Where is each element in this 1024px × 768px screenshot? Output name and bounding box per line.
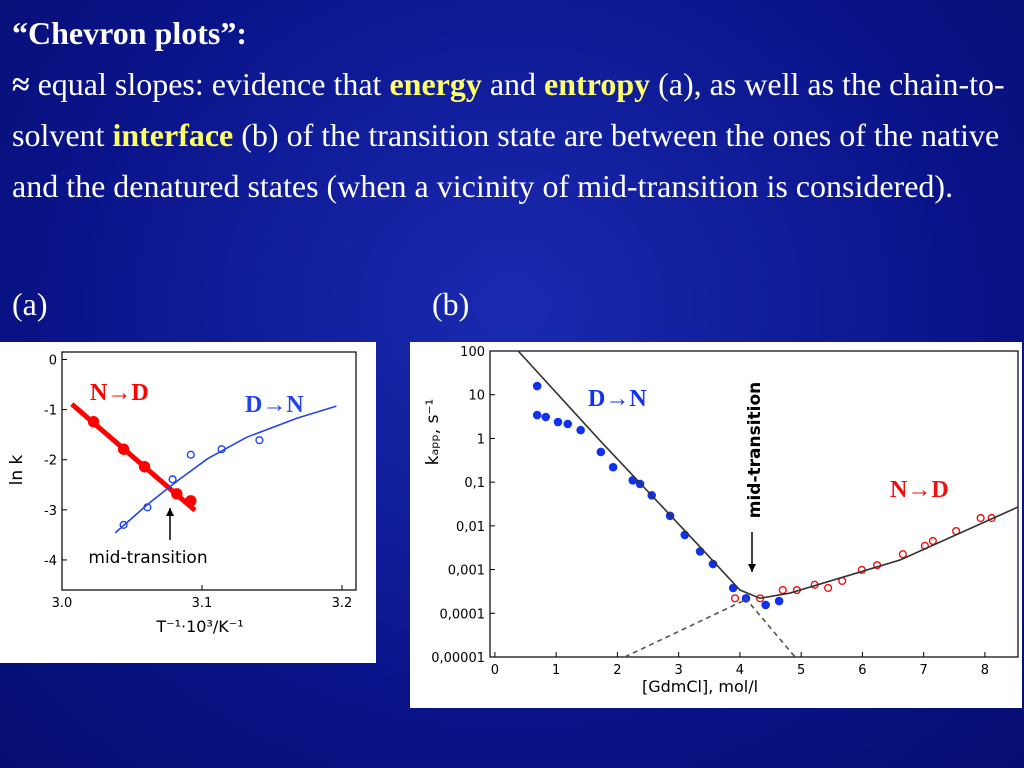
chart-b: 0 1 2 3 4 5 6 7 8 100 10 1 0,1 0,01 0,001 0,0001 0,00001… [410,342,1022,708]
fit-line [744,596,796,658]
fit-line [114,405,337,534]
text-run: interface [112,117,234,153]
chart-background [410,342,1022,708]
title: “Chevron plots”: [12,15,247,51]
fit-line [624,599,746,658]
y-tick-label: -4 [44,554,57,569]
chart-a: 3.0 3.1 3.2 0 -1 -2 -3 -4 T⁻¹·10³/K⁻¹ ln k N→D D→N m… [0,342,376,663]
data-point [778,585,787,595]
x-axis-label: [GdmCl], mol/l [642,677,758,696]
series-label: N→D [890,477,949,503]
data-point [532,410,542,420]
text-run: and [481,66,545,102]
y-tick-label: 0 [49,354,57,369]
text-run: energy [389,66,482,102]
x-tick-label: 3.0 [52,596,73,611]
series-label: D→N [588,386,647,412]
fit-line [70,402,197,513]
data-point [255,436,264,445]
data-point [553,417,563,427]
data-point [824,583,833,593]
y-axis-label: kₐₚₚ, s⁻¹ [423,399,443,466]
text-run: entropy [544,66,651,102]
y-tick-label: 0,001 [448,564,485,579]
data-point [541,412,551,422]
y-tick-label: -3 [44,504,57,519]
x-tick-label: 4 [736,663,744,678]
text-run: (a), as well as the chain-to-solvent [12,66,1005,153]
y-tick-label: 0,1 [464,476,485,491]
plot-frame [489,350,1019,658]
slide-text: “Chevron plots”: ≈ equal slopes: evidenc… [12,8,1017,212]
plot-frame [61,351,357,591]
x-tick-label: 1 [552,663,560,678]
y-tick-label: 10 [468,389,485,404]
data-point [976,513,985,523]
x-tick-label: 2 [613,663,621,678]
x-tick-label: 5 [797,663,805,678]
x-tick-label: 6 [858,663,866,678]
data-point [186,450,195,459]
y-tick-label: 0,01 [456,520,485,535]
y-tick-label: -1 [44,404,57,419]
annotation: mid-transition [745,382,765,519]
data-point [576,425,585,435]
panel-label: (b) [432,286,470,322]
data-point [730,594,740,603]
body-text: ≈ equal slopes: evidence that energy and… [12,59,1017,212]
data-point [608,462,618,472]
y-tick-label: 0,0001 [440,607,486,622]
x-tick-label: 8 [981,663,989,678]
x-tick-label: 0 [491,663,499,678]
x-tick-label: 3.1 [192,596,213,611]
y-tick-label: 100 [460,345,485,360]
text-run: equal slopes: evidence that [29,66,390,102]
series-label: N→D [90,380,149,406]
arrow-head [748,564,756,572]
y-axis-label: ln k [7,454,27,485]
arrow-head [166,508,174,516]
data-point [119,520,128,529]
y-tick-label: 0,00001 [431,651,485,666]
data-point [761,600,770,610]
x-tick-label: 7 [920,663,928,678]
data-point [728,583,738,593]
series-label: D→N [245,392,304,418]
y-tick-label: -2 [44,454,57,469]
y-tick-label: 1 [477,432,485,447]
data-point [596,447,606,457]
data-point [774,596,784,606]
text-run: (b) of the transition state are between … [12,117,1000,204]
fit-line [517,350,1019,600]
data-point [563,419,573,429]
data-point [532,381,542,391]
data-point [898,550,907,559]
annotation: mid-transition [88,548,207,568]
x-tick-label: 3 [675,663,683,678]
x-axis-label: T⁻¹·10³/K⁻¹ [155,617,243,636]
text-run: ≈ [12,66,30,102]
data-point [168,475,177,484]
panel-label: (a) [12,286,48,322]
x-tick-label: 3.2 [332,596,353,611]
